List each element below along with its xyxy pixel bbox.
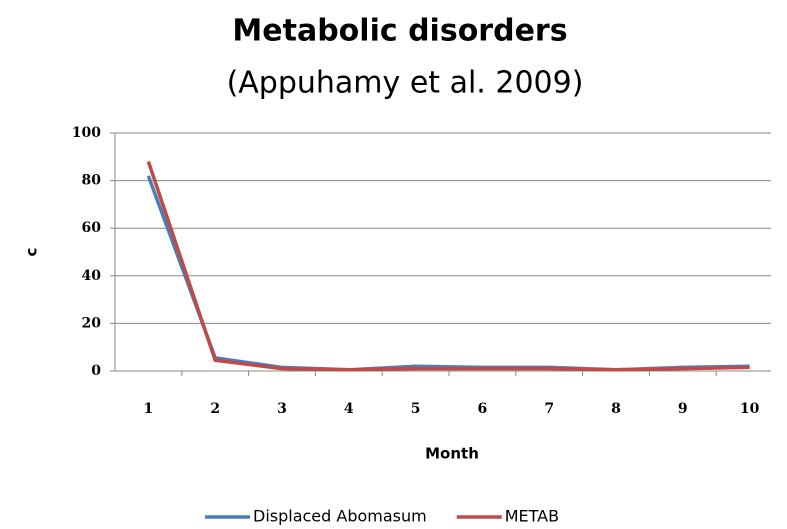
legend-label: Displaced Abomasum [253, 507, 427, 526]
x-tick-label: 7 [544, 401, 554, 417]
chart-subtitle: (Appuhamy et al. 2009) [227, 66, 584, 101]
x-tick-label: 8 [611, 401, 621, 417]
y-axis-label: c [23, 248, 41, 257]
x-axis-label: Month [425, 445, 479, 463]
y-tick-label: 40 [82, 268, 102, 284]
x-tick-label: 6 [478, 401, 488, 417]
series-line [146, 175, 750, 372]
x-tick-label: 2 [210, 401, 220, 417]
x-tick-label: 4 [344, 401, 354, 417]
x-tick-label: 9 [678, 401, 688, 417]
chart-title: Metabolic disorders [232, 14, 567, 49]
x-tick-label: 1 [144, 401, 154, 417]
y-tick-label: 60 [82, 220, 102, 236]
x-tick-label: 3 [277, 401, 287, 417]
y-tick-label: 20 [82, 315, 102, 331]
legend-label: METAB [505, 507, 559, 526]
y-tick-label: 80 [82, 173, 102, 189]
x-tick-label: 5 [411, 401, 421, 417]
y-tick-label: 100 [72, 125, 101, 141]
x-tick-label: 10 [740, 401, 760, 417]
series-line [146, 161, 750, 372]
y-tick-label: 0 [91, 363, 101, 379]
